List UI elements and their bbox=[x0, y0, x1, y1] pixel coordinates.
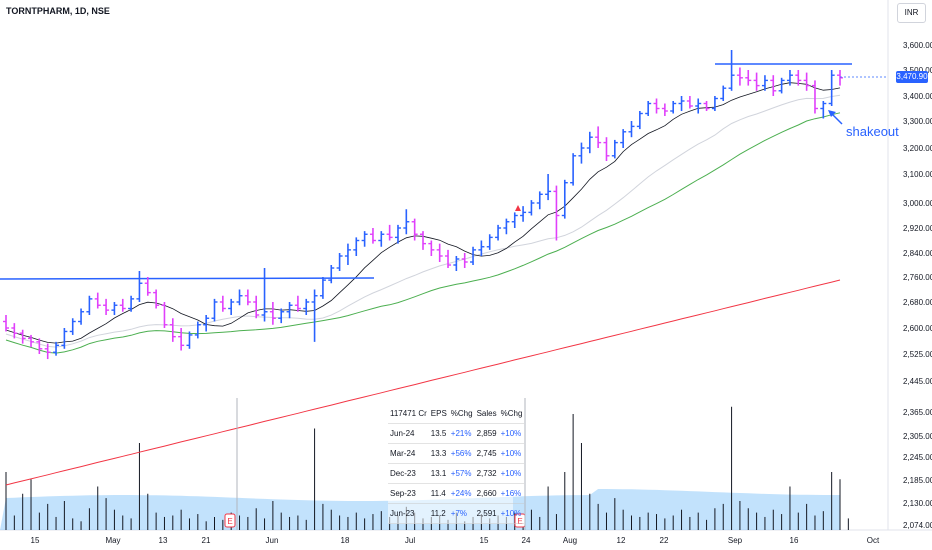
price-tick-label: 3,000.00 bbox=[903, 199, 932, 208]
fundamentals-header-row: 117471 Cr EPS %Chg Sales %Chg bbox=[388, 404, 525, 424]
eps-chg-cell: +56% bbox=[448, 443, 475, 464]
time-tick-label: Oct bbox=[867, 536, 880, 545]
eps-cell: 13.3 bbox=[428, 443, 449, 464]
eps-chg-cell: +21% bbox=[448, 423, 475, 444]
sales-chg-header: %Chg bbox=[498, 404, 525, 424]
time-tick-label: 15 bbox=[480, 536, 489, 545]
quarter-cell: Sep-23 bbox=[388, 483, 429, 504]
price-tick-label: 2,600.00 bbox=[903, 324, 932, 333]
price-tick-label: 3,400.00 bbox=[903, 92, 932, 101]
time-tick-label: 12 bbox=[617, 536, 626, 545]
time-tick-label: 13 bbox=[159, 536, 168, 545]
quarter-cell: Jun-24 bbox=[388, 423, 429, 444]
quarter-cell: Mar-24 bbox=[388, 443, 429, 464]
sales-cell: 2,859 bbox=[474, 423, 499, 444]
sales-cell: 2,660 bbox=[474, 483, 499, 504]
eps-cell: 13.5 bbox=[428, 423, 449, 444]
time-tick-label: Jul bbox=[405, 536, 415, 545]
currency-badge[interactable]: INR bbox=[897, 3, 926, 23]
volume-tick-label: 2,305.00 bbox=[903, 432, 932, 441]
time-tick-label: Aug bbox=[563, 536, 577, 545]
price-tick-label: 2,445.00 bbox=[903, 377, 932, 386]
sales-chg-cell: +10% bbox=[498, 423, 525, 444]
last-price-tag: 3,470.90 bbox=[896, 71, 928, 83]
eps-chg-cell: +7% bbox=[448, 503, 475, 524]
table-row: Jun-24 13.5 +21% 2,859 +10% bbox=[388, 423, 525, 444]
table-row: Jun-23 11.2 +7% 2,591 +10% bbox=[388, 503, 525, 524]
fundamentals-table: 117471 Cr EPS %Chg Sales %Chg Jun-24 13.… bbox=[388, 404, 525, 524]
price-tick-label: 2,760.00 bbox=[903, 273, 932, 282]
eps-chg-cell: +24% bbox=[448, 483, 475, 504]
time-tick-label: 21 bbox=[202, 536, 211, 545]
ma20-line bbox=[5, 94, 841, 348]
eps-chg-header: %Chg bbox=[448, 404, 475, 424]
table-row: Sep-23 11.4 +24% 2,660 +16% bbox=[388, 483, 525, 504]
table-row: Dec-23 13.1 +57% 2,732 +10% bbox=[388, 463, 525, 484]
volume-tick-label: 2,074.00 bbox=[903, 521, 932, 530]
time-tick-label: 22 bbox=[660, 536, 669, 545]
time-tick-label: 18 bbox=[341, 536, 350, 545]
ma200-line bbox=[5, 279, 841, 486]
volume-tick-label: 2,365.00 bbox=[903, 408, 932, 417]
table-row: Mar-24 13.3 +56% 2,745 +10% bbox=[388, 443, 525, 464]
volume-tick-label: 2,185.00 bbox=[903, 476, 932, 485]
eps-cell: 13.1 bbox=[428, 463, 449, 484]
quarter-cell: Dec-23 bbox=[388, 463, 429, 484]
sales-chg-cell: +10% bbox=[498, 503, 525, 524]
sales-header: Sales bbox=[474, 404, 499, 424]
price-tick-label: 3,100.00 bbox=[903, 170, 932, 179]
signal-marker bbox=[515, 205, 521, 211]
market-cap-header: 117471 Cr bbox=[388, 404, 429, 424]
eps-cell: 11.4 bbox=[428, 483, 449, 504]
volume-tick-label: 2,130.00 bbox=[903, 499, 932, 508]
time-tick-label: 16 bbox=[790, 536, 799, 545]
price-tick-label: 2,680.00 bbox=[903, 298, 932, 307]
eps-cell: 11.2 bbox=[428, 503, 449, 524]
sales-chg-cell: +16% bbox=[498, 483, 525, 504]
symbol-title[interactable]: TORNTPHARM, 1D, NSE bbox=[6, 6, 110, 16]
sales-chg-cell: +10% bbox=[498, 443, 525, 464]
price-tick-label: 2,840.00 bbox=[903, 249, 932, 258]
time-tick-label: Sep bbox=[728, 536, 743, 545]
price-tick-label: 3,300.00 bbox=[903, 117, 932, 126]
sales-cell: 2,745 bbox=[474, 443, 499, 464]
price-tick-label: 3,200.00 bbox=[903, 144, 932, 153]
sales-chg-cell: +10% bbox=[498, 463, 525, 484]
time-tick-label: 24 bbox=[522, 536, 531, 545]
time-tick-label: May bbox=[105, 536, 120, 545]
eps-header: EPS bbox=[428, 404, 449, 424]
base-resistance-line bbox=[0, 277, 375, 280]
shakeout-arrow-head bbox=[828, 110, 836, 117]
volume-tick-label: 2,245.00 bbox=[903, 453, 932, 462]
earnings-marker-label: E bbox=[227, 517, 232, 526]
quarter-cell: Jun-23 bbox=[388, 503, 429, 524]
time-tick-label: Jun bbox=[266, 536, 279, 545]
price-tick-label: 3,600.00 bbox=[903, 41, 932, 50]
earnings-marker bbox=[224, 513, 236, 528]
ma50-line bbox=[5, 112, 841, 354]
price-tick-label: 2,920.00 bbox=[903, 224, 932, 233]
eps-chg-cell: +57% bbox=[448, 463, 475, 484]
price-tick-label: 2,525.00 bbox=[903, 350, 932, 359]
sales-cell: 2,732 bbox=[474, 463, 499, 484]
shakeout-annotation: shakeout bbox=[846, 124, 899, 139]
price-tick-label: 3,500.00 bbox=[903, 66, 932, 75]
sales-cell: 2,591 bbox=[474, 503, 499, 524]
time-tick-label: 15 bbox=[31, 536, 40, 545]
